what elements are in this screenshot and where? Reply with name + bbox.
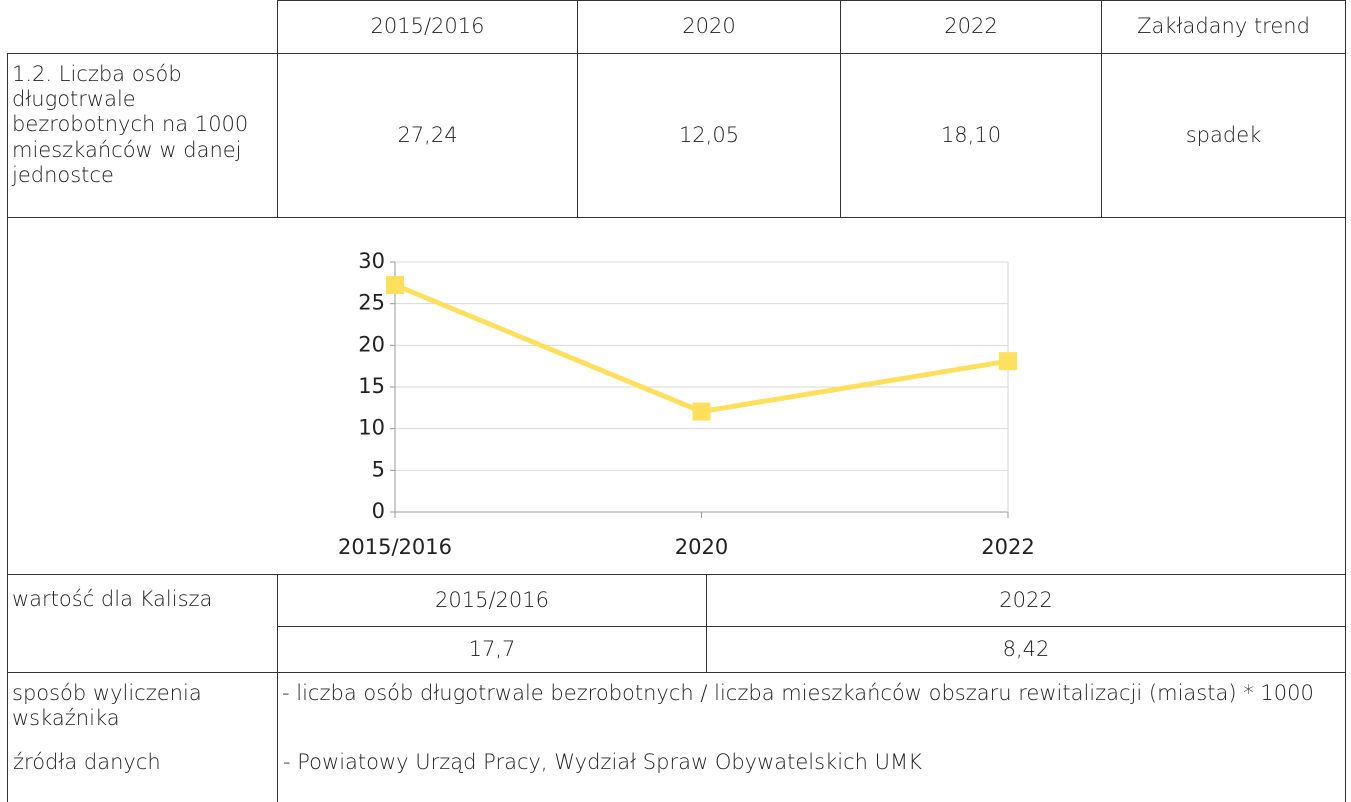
y-tick-label: 5 [372, 457, 385, 481]
point-marker [692, 402, 711, 421]
x-tick-label: 2015/2016 [338, 535, 452, 559]
y-tick-label: 15 [358, 374, 385, 398]
y-tick-label: 20 [358, 332, 385, 356]
y-tick-label: 30 [358, 249, 385, 273]
y-tick-label: 10 [358, 416, 385, 440]
source-label: źródła danych [7, 736, 278, 796]
method-label-text: sposób wyliczenia wskaźnika [12, 681, 202, 731]
y-tick-label: 25 [358, 291, 385, 315]
x-tick-label: 2020 [675, 535, 728, 559]
method-text: - liczba osób długotrwale bezrobotnych /… [277, 672, 1346, 802]
point-marker [386, 276, 404, 294]
source-text: - Powiatowy Urząd Pracy, Wydział Spraw O… [277, 736, 1346, 796]
kalisz-label: wartość dla Kalisza [7, 574, 278, 673]
y-tick-label: 0 [372, 499, 385, 523]
x-tick-label: 2022 [981, 535, 1034, 559]
method-text-body: - liczba osób długotrwale bezrobotnych /… [282, 681, 1314, 705]
point-marker [999, 352, 1017, 371]
indicator-label: 1.2. Liczba osób długotrwale bezrobotnyc… [7, 53, 278, 218]
